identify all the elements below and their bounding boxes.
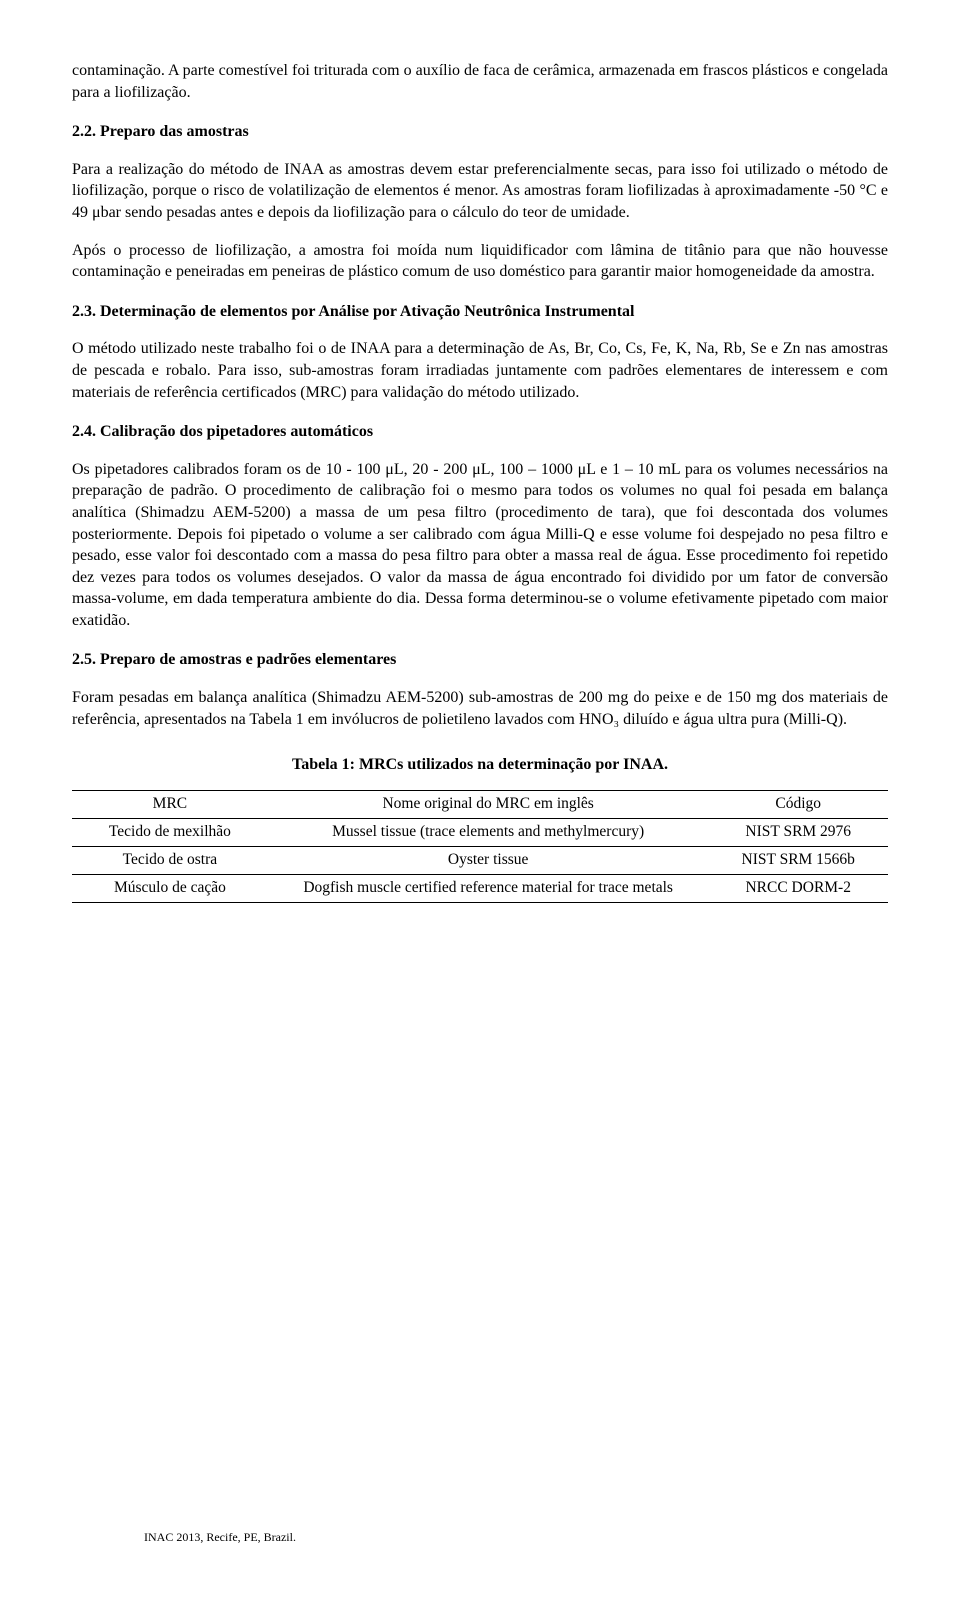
- table-header-row: MRC Nome original do MRC em inglês Códig…: [72, 790, 888, 818]
- section-heading-2-3: 2.3. Determinação de elementos por Análi…: [72, 301, 888, 323]
- mrc-table: MRC Nome original do MRC em inglês Códig…: [72, 790, 888, 903]
- table-header-cell: Nome original do MRC em inglês: [268, 790, 709, 818]
- table-header-cell: Código: [708, 790, 888, 818]
- table-row: Tecido de mexilhão Mussel tissue (trace …: [72, 818, 888, 846]
- table-row: Músculo de cação Dogfish muscle certifie…: [72, 874, 888, 902]
- table-caption: Tabela 1: MRCs utilizados na determinaçã…: [72, 754, 888, 776]
- paragraph-2-4: Os pipetadores calibrados foram os de 10…: [72, 459, 888, 632]
- paragraph-2-2a: Para a realização do método de INAA as a…: [72, 159, 888, 224]
- table-cell: Tecido de ostra: [72, 846, 268, 874]
- table-cell: NIST SRM 2976: [708, 818, 888, 846]
- table-cell: Tecido de mexilhão: [72, 818, 268, 846]
- table-cell: Músculo de cação: [72, 874, 268, 902]
- paragraph-2-5: Foram pesadas em balança analítica (Shim…: [72, 687, 888, 730]
- table-cell: NIST SRM 1566b: [708, 846, 888, 874]
- table-cell: Oyster tissue: [268, 846, 709, 874]
- section-heading-2-4: 2.4. Calibração dos pipetadores automáti…: [72, 421, 888, 443]
- table-cell: Dogfish muscle certified reference mater…: [268, 874, 709, 902]
- table-cell: NRCC DORM-2: [708, 874, 888, 902]
- paragraph-2-2b: Após o processo de liofilização, a amost…: [72, 240, 888, 283]
- paragraph-intro: contaminação. A parte comestível foi tri…: [72, 60, 888, 103]
- paragraph-2-3: O método utilizado neste trabalho foi o …: [72, 338, 888, 403]
- section-heading-2-2: 2.2. Preparo das amostras: [72, 121, 888, 143]
- table-header-cell: MRC: [72, 790, 268, 818]
- table-cell: Mussel tissue (trace elements and methyl…: [268, 818, 709, 846]
- section-heading-2-5: 2.5. Preparo de amostras e padrões eleme…: [72, 649, 888, 671]
- table-row: Tecido de ostra Oyster tissue NIST SRM 1…: [72, 846, 888, 874]
- page-footer: INAC 2013, Recife, PE, Brazil.: [144, 1529, 296, 1545]
